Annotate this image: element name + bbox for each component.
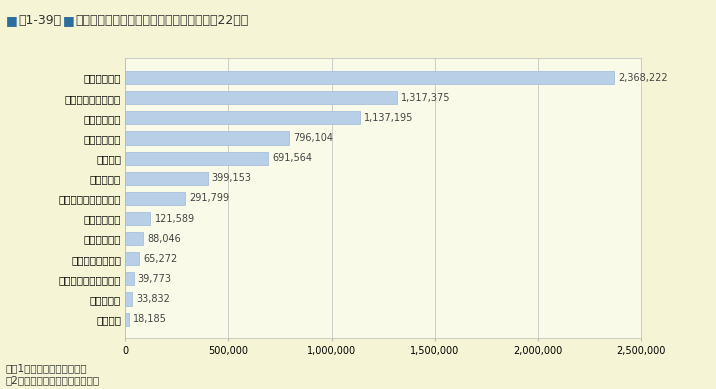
Bar bbox=[125, 252, 139, 265]
Text: 33,832: 33,832 bbox=[137, 294, 170, 304]
Text: 18,185: 18,185 bbox=[133, 314, 167, 324]
Text: 交通違反取締り（告知・送致）件数（平成22年）: 交通違反取締り（告知・送致）件数（平成22年） bbox=[75, 14, 248, 26]
Text: 291,799: 291,799 bbox=[190, 193, 230, 203]
Text: 88,046: 88,046 bbox=[147, 234, 181, 244]
Bar bbox=[125, 152, 268, 165]
Bar bbox=[125, 111, 360, 124]
Text: 第1-39図: 第1-39図 bbox=[18, 14, 61, 26]
Text: 796,104: 796,104 bbox=[294, 133, 334, 143]
Text: 1,137,195: 1,137,195 bbox=[364, 113, 413, 123]
Bar bbox=[125, 232, 143, 245]
Text: 1,317,375: 1,317,375 bbox=[401, 93, 450, 103]
Text: 注、1　警察庁資料による。: 注、1 警察庁資料による。 bbox=[6, 363, 87, 373]
Text: 65,272: 65,272 bbox=[143, 254, 177, 264]
Bar bbox=[125, 91, 397, 104]
Text: 399,153: 399,153 bbox=[212, 173, 252, 183]
Text: 121,589: 121,589 bbox=[155, 214, 195, 224]
Bar bbox=[125, 192, 185, 205]
Bar bbox=[125, 293, 132, 306]
Bar bbox=[125, 212, 150, 225]
Text: 39,773: 39,773 bbox=[137, 274, 172, 284]
Bar bbox=[125, 131, 289, 145]
Bar bbox=[125, 272, 133, 286]
Text: 691,564: 691,564 bbox=[272, 153, 312, 163]
Bar bbox=[125, 172, 208, 185]
Bar bbox=[125, 313, 129, 326]
Text: ■: ■ bbox=[63, 14, 74, 26]
Text: 2,368,222: 2,368,222 bbox=[618, 73, 667, 82]
Bar bbox=[125, 71, 614, 84]
Text: 2　高速自動車国道分を含む。: 2 高速自動車国道分を含む。 bbox=[6, 375, 100, 385]
Text: ■: ■ bbox=[6, 14, 17, 26]
